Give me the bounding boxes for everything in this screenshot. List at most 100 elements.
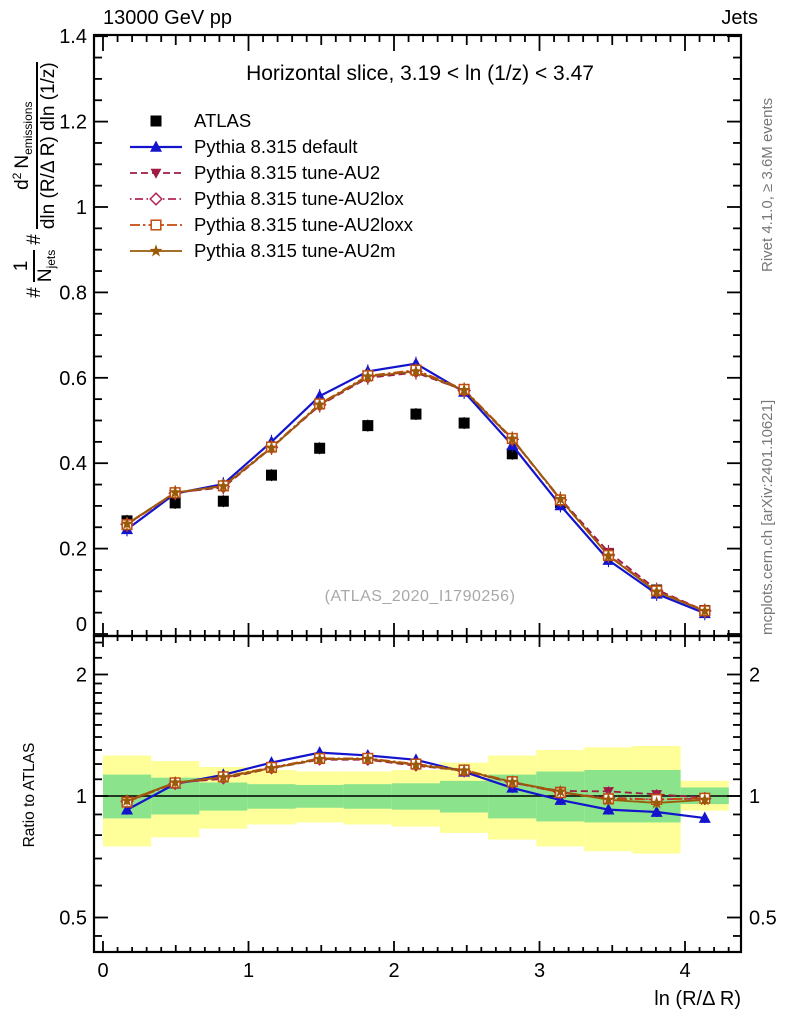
model-line: [126, 370, 706, 612]
data-point-star: [216, 479, 230, 492]
data-point-star: [168, 775, 182, 789]
data-point-square: [314, 442, 326, 454]
main-y-tick-label: 0: [76, 614, 87, 636]
legend: ATLAS Pythia 8.315 default Pythia 8.315 tu…: [128, 108, 413, 264]
data-point-star: [265, 441, 278, 454]
data-point-star: [168, 485, 182, 498]
data-point-star: [553, 492, 567, 505]
data-point-star: [650, 584, 664, 598]
data-point-star: [361, 752, 375, 765]
x-tick-label: 4: [679, 960, 690, 982]
main-y-axis-label: # 1 Njets # d2Nemissions dln (R/Δ R) dln…: [4, 30, 66, 330]
main-y-tick-label: 1: [76, 197, 87, 219]
data-point-diamond: [149, 192, 163, 206]
legend-marker: [130, 244, 182, 257]
data-point-star: [313, 752, 327, 765]
data-point-star: [120, 793, 134, 807]
data-point-star: [505, 432, 519, 445]
data-point-square: [458, 417, 470, 429]
legend-marker: [150, 115, 162, 127]
ratio-y-tick-label-left: 2: [76, 665, 87, 687]
legend-label: Pythia 8.315 tune-AU2m: [194, 240, 396, 261]
data-point-square: [265, 469, 277, 481]
data-point-triangle-up: [698, 811, 711, 823]
mcplots-attribution-note: mcplots.cern.ch [arXiv:2401.10621]: [759, 399, 776, 635]
data-point-triangle-up: [313, 389, 326, 401]
data-point-square: [410, 408, 422, 420]
legend-marker: [130, 219, 182, 231]
ratio-y-tick-label-right: 0.5: [749, 908, 777, 930]
data-point-star: [505, 775, 519, 788]
legend-label: Pythia 8.315 tune-AU2lox: [194, 188, 404, 209]
ylabel-fraction-njets: 1 Njets: [11, 249, 59, 283]
axis-ticks: [95, 35, 740, 951]
main-y-tick-label: 1.4: [59, 26, 87, 48]
data-point-square: [217, 495, 229, 507]
model-line: [126, 362, 706, 615]
legend-label: Pythia 8.315 tune-AU2loxx: [194, 214, 414, 235]
plot-title: Horizontal slice, 3.19 < ln (1/z) < 3.47: [246, 62, 594, 85]
panel-frames: [92, 33, 743, 954]
beam-energy-label: 13000 GeV pp: [103, 7, 232, 29]
data-point-star: [265, 761, 278, 774]
legend-item: Pythia 8.315 tune-AU2m: [128, 238, 413, 264]
data-point-triangle-up: [602, 803, 615, 815]
data-point-square: [506, 448, 518, 460]
rivet-version-note: Rivet 4.1.0, ≥ 3.6M events: [759, 97, 776, 272]
data-point-open-square: [150, 219, 162, 231]
legend-item: Pythia 8.315 tune-AU2loxx: [128, 212, 413, 238]
ratio-y-tick-label-right: 1: [749, 786, 760, 808]
analysis-watermark: (ATLAS_2020_I1790256): [324, 588, 516, 605]
data-point-square: [169, 497, 181, 509]
main-y-tick-label: 0.4: [59, 453, 87, 475]
ylabel-hash-2: #: [24, 234, 45, 245]
x-tick-label: 1: [243, 960, 254, 982]
legend-item: ATLAS: [128, 108, 413, 134]
data-point-star: [602, 792, 615, 806]
data-point-star: [553, 784, 567, 798]
legend-item: Pythia 8.315 tune-AU2lox: [128, 186, 413, 212]
ratio-y-axis-label: Ratio to ATLAS: [21, 742, 38, 848]
legend-marker: [130, 168, 182, 179]
data-point-star: [409, 758, 423, 771]
data-point-star: [698, 604, 712, 617]
x-tick-label: 0: [97, 960, 108, 982]
main-y-tick-label: 0.2: [59, 539, 87, 561]
model-line: [126, 369, 706, 612]
ratio-y-tick-label-left: 0.5: [59, 908, 87, 930]
legend-item: Pythia 8.315 tune-AU2: [128, 160, 413, 186]
x-tick-label: 2: [388, 960, 399, 982]
data-point-star: [149, 244, 163, 257]
main-y-tick-label: 0.6: [59, 368, 87, 390]
data-point-star: [650, 796, 664, 809]
data-point-star: [457, 763, 471, 777]
data-point-star: [409, 364, 423, 377]
data-point-star: [457, 383, 471, 396]
legend-marker: [130, 192, 182, 206]
x-axis-label: ln (R/Δ R): [654, 988, 741, 1010]
data-point-star: [602, 549, 615, 562]
data-point-star: [361, 369, 375, 383]
legend-label: Pythia 8.315 tune-AU2: [194, 162, 381, 183]
ratio-panel-frame: [92, 634, 743, 954]
model-line: [126, 370, 706, 612]
data-point-square: [362, 420, 374, 432]
ratio-y-tick-label-left: 1: [76, 786, 87, 808]
ylabel-hash-1: #: [24, 287, 45, 298]
data-point-star: [216, 770, 230, 783]
ratio-y-tick-label-right: 2: [749, 665, 760, 687]
process-label: Jets: [721, 7, 758, 29]
data-point-star: [313, 397, 327, 411]
legend-marker: [130, 140, 182, 152]
main-y-tick-label: 0.8: [59, 282, 87, 304]
main-series: [120, 356, 712, 621]
data-point-triangle-up: [121, 803, 134, 815]
ylabel-fraction-emissions: d2Nemissions dln (R/Δ R) dln (1/z): [10, 62, 59, 230]
ratio-series: [120, 746, 712, 824]
data-point-triangle-down: [150, 168, 162, 179]
x-tick-label: 3: [534, 960, 545, 982]
data-point-square: [150, 115, 162, 127]
main-y-tick-label: 1.2: [59, 112, 87, 134]
